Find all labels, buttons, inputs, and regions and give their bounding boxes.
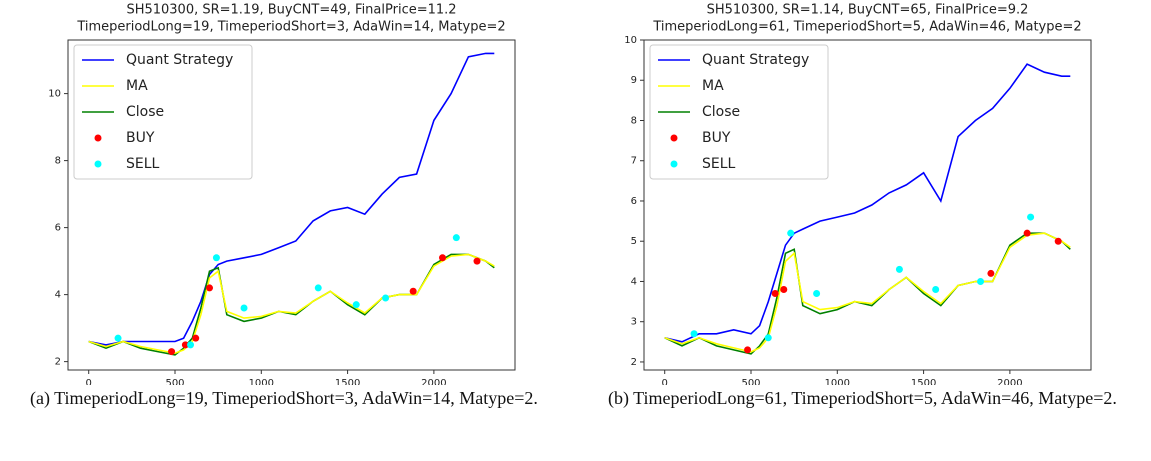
legend: Quant Strategy MA Close BUY SELL	[649, 44, 829, 180]
y-tick-label: 10	[624, 35, 637, 46]
scatter-point	[771, 290, 779, 298]
scatter-point	[382, 294, 390, 302]
y-tick-label: 2	[55, 357, 61, 368]
line-series	[88, 52, 495, 346]
scatter-point	[987, 269, 995, 277]
scatter-point	[932, 286, 940, 294]
y-tick-label: 9	[631, 75, 637, 86]
chart-title: SH510300, SR=1.19, BuyCNT=49, FinalPrice…	[126, 3, 456, 18]
scatter-point	[192, 334, 200, 342]
scatter-point	[813, 290, 821, 298]
y-tick-label: 4	[631, 276, 637, 287]
legend-marker	[94, 160, 102, 168]
x-tick-label: 1000	[249, 378, 274, 385]
scatter-point	[473, 257, 481, 265]
legend: Quant Strategy MA Close BUY SELL	[73, 44, 253, 180]
scatter-point	[352, 301, 360, 309]
scatter-point	[181, 341, 189, 349]
legend-label: SELL	[126, 156, 160, 172]
x-tick-label: 2000	[997, 378, 1022, 385]
scatter-point	[895, 265, 903, 273]
legend-label: MA	[702, 78, 724, 94]
legend-marker	[670, 160, 678, 168]
scatter-point	[212, 254, 220, 262]
caption-b: (b) TimeperiodLong=61, TimeperiodShort=5…	[608, 388, 1117, 408]
legend-label: Quant Strategy	[702, 52, 809, 68]
y-tick-label: 6	[55, 223, 61, 234]
line-series	[664, 232, 1071, 353]
y-tick-label: 2	[631, 357, 637, 368]
scatter-point	[314, 284, 322, 292]
line-series	[88, 253, 495, 356]
scatter-point	[452, 234, 460, 242]
x-tick-label: 2000	[421, 378, 446, 385]
x-tick-label: 1000	[825, 378, 850, 385]
legend-label: SELL	[702, 156, 736, 172]
y-tick-label: 7	[631, 156, 637, 167]
legend-label: Close	[702, 104, 740, 120]
scatter-point	[168, 348, 176, 356]
x-tick-label: 500	[165, 378, 184, 385]
scatter-point	[744, 346, 752, 354]
legend-marker	[94, 134, 102, 142]
y-tick-label: 3	[631, 317, 637, 328]
line-series	[88, 253, 495, 355]
chart-subtitle: TimeperiodLong=19, TimeperiodShort=3, Ad…	[76, 20, 505, 35]
x-tick-label: 1500	[335, 378, 360, 385]
plot-frame	[67, 39, 516, 371]
legend-box	[73, 44, 253, 180]
x-tick-label: 1500	[911, 378, 936, 385]
legend-label: Close	[126, 104, 164, 120]
scatter-point	[787, 229, 795, 237]
scatter-point	[187, 341, 195, 349]
scatter-point	[240, 304, 248, 312]
scatter-point	[439, 254, 447, 262]
scatter-point	[690, 330, 698, 338]
scatter-point	[206, 284, 214, 292]
chart-subtitle: TimeperiodLong=61, TimeperiodShort=5, Ad…	[652, 20, 1081, 35]
x-tick-label: 500	[741, 378, 760, 385]
scatter-point	[1054, 237, 1062, 245]
legend-label: BUY	[126, 130, 155, 146]
legend-marker	[670, 134, 678, 142]
legend-label: BUY	[702, 130, 731, 146]
legend-label: MA	[126, 78, 148, 94]
y-tick-label: 6	[631, 196, 637, 207]
y-tick-label: 4	[55, 290, 61, 301]
legend-label: Quant Strategy	[126, 52, 233, 68]
y-tick-label: 5	[631, 236, 637, 247]
x-tick-label: 0	[662, 378, 668, 385]
line-series	[664, 63, 1071, 343]
scatter-point	[1023, 229, 1031, 237]
chart-title: SH510300, SR=1.14, BuyCNT=65, FinalPrice…	[707, 3, 1029, 18]
legend-box	[649, 44, 829, 180]
chart-a: SH510300, SR=1.19, BuyCNT=49, FinalPrice…	[48, 3, 516, 385]
y-tick-label: 8	[631, 115, 637, 126]
scatter-point	[977, 277, 985, 285]
chart-b: SH510300, SR=1.14, BuyCNT=65, FinalPrice…	[624, 3, 1092, 385]
scatter-point	[780, 286, 788, 294]
scatter-point	[1027, 213, 1035, 221]
caption-a: (a) TimeperiodLong=19, TimeperiodShort=3…	[30, 388, 538, 408]
line-series	[664, 232, 1071, 355]
scatter-point	[764, 334, 772, 342]
scatter-point	[114, 334, 122, 342]
plot-frame	[643, 39, 1092, 371]
y-tick-label: 10	[48, 89, 61, 100]
x-tick-label: 0	[86, 378, 92, 385]
y-tick-label: 8	[55, 156, 61, 167]
scatter-point	[409, 287, 417, 295]
